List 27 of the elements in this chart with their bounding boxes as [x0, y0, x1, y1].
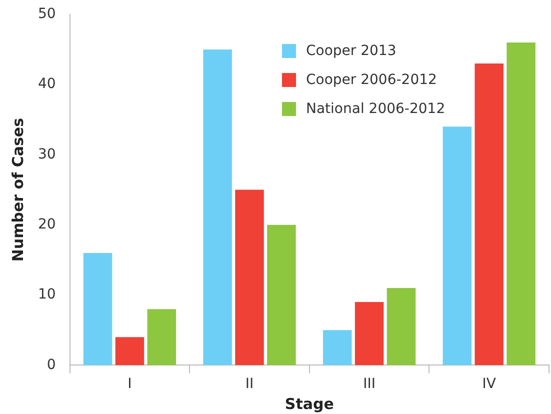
y-tick-label: 10 [38, 286, 56, 303]
y-tick-label: 40 [38, 76, 56, 92]
bar [474, 64, 504, 366]
x-tick-label: II [245, 376, 254, 392]
x-tick-label: I [128, 376, 132, 392]
y-axis-title: Number of Cases [8, 118, 27, 262]
y-tick-label: 30 [38, 146, 56, 162]
x-tick-label: IV [482, 376, 496, 392]
x-tick-label: III [363, 376, 376, 392]
legend-label: National 2006-2012 [306, 100, 446, 116]
x-axis-title: Stage [284, 394, 334, 413]
bar [506, 42, 536, 366]
bar [235, 190, 264, 366]
y-tick-label: 0 [46, 356, 56, 373]
bar [267, 224, 296, 366]
bar [147, 309, 176, 366]
bar [442, 126, 472, 366]
bar [115, 337, 144, 366]
legend-label: Cooper 2013 [306, 42, 396, 58]
legend-label: Cooper 2006-2012 [306, 72, 437, 88]
bar [386, 288, 416, 366]
y-tick-label: 20 [38, 216, 56, 233]
bar [203, 49, 232, 366]
bar [354, 302, 384, 366]
bar [83, 252, 112, 366]
y-tick-label: 50 [38, 6, 56, 22]
bar [322, 330, 352, 366]
